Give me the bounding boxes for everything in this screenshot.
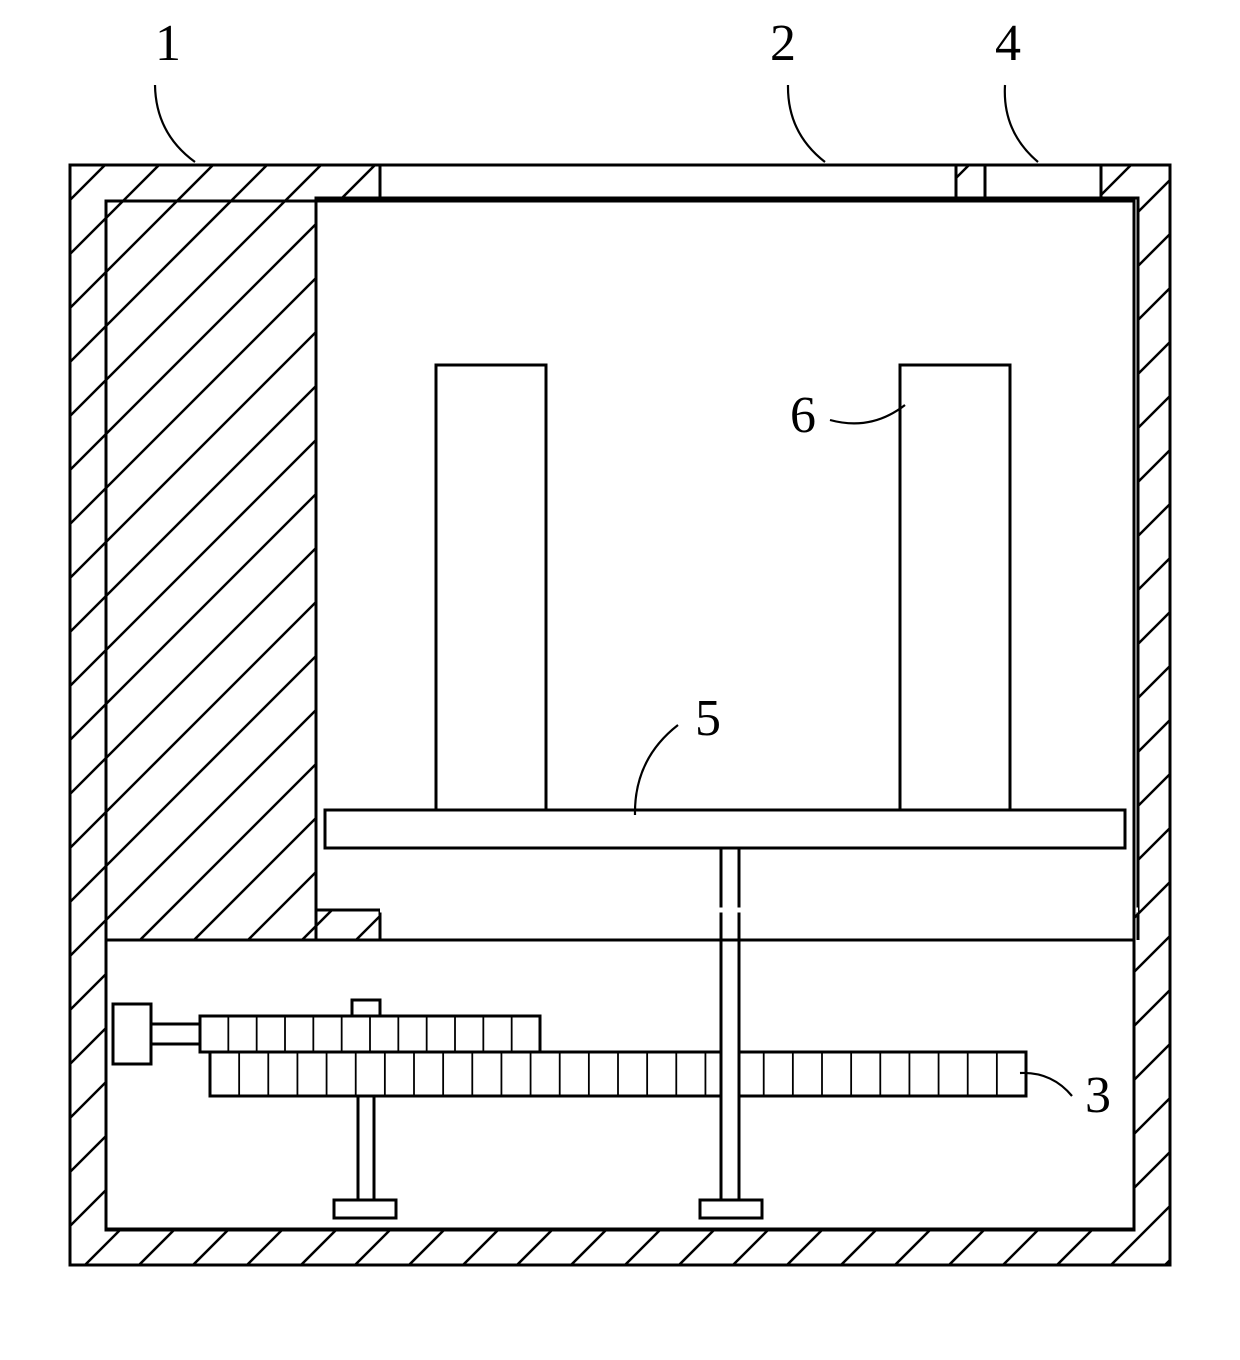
diagram-svg: 1 2 4 6 5 3 (0, 0, 1240, 1360)
label-one: 1 (155, 15, 181, 72)
label-two: 2 (770, 15, 796, 72)
label-five: 5 (695, 690, 721, 747)
label-six: 6 (790, 387, 816, 444)
label-four: 4 (995, 15, 1021, 72)
diagram-wrap: 1 2 4 6 5 3 (0, 0, 1240, 1360)
label-three: 3 (1085, 1067, 1111, 1124)
